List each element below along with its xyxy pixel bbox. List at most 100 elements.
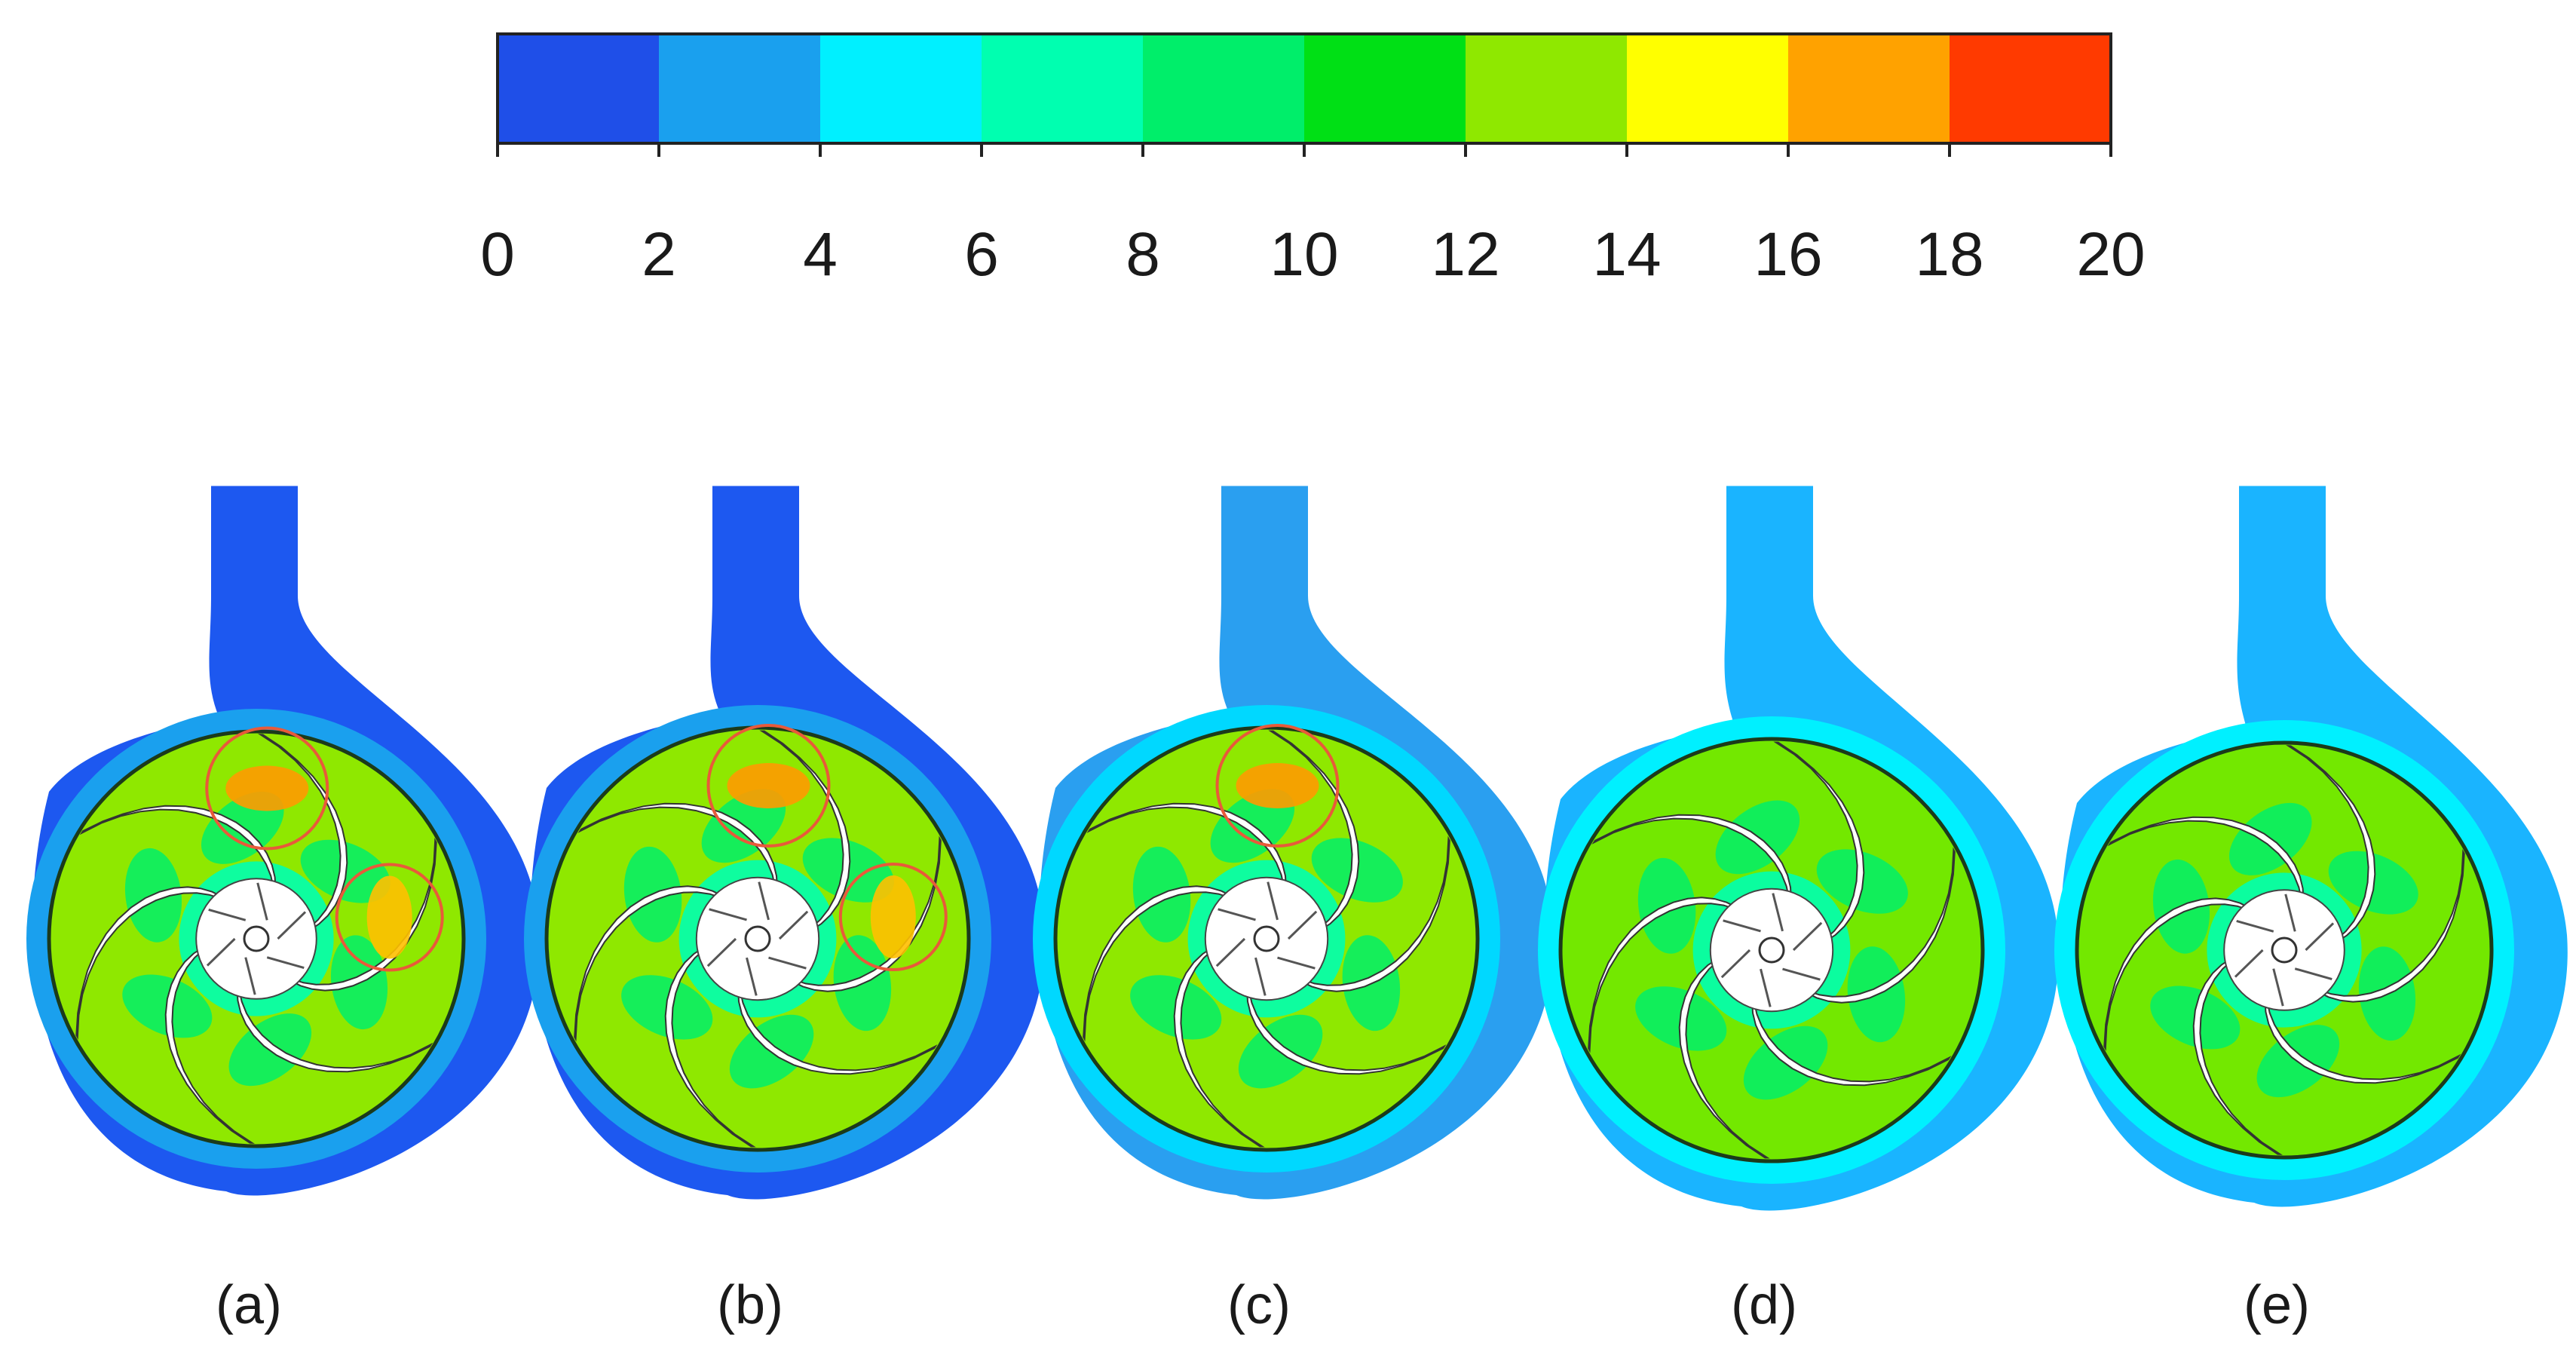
hub-vane: [208, 909, 247, 921]
hub-vane: [1287, 910, 1318, 940]
hub-vane: [778, 910, 809, 940]
shaft: [243, 925, 270, 952]
impeller-blade: [759, 730, 851, 932]
panel-label: (a): [216, 1275, 282, 1335]
impeller-blade: [164, 946, 255, 1144]
pump-panel: (a): [26, 482, 540, 1335]
impeller-blade: [2103, 897, 2252, 1052]
impeller-blade: [2286, 745, 2376, 943]
highlight-circle: [335, 863, 444, 972]
hub-vane: [266, 956, 305, 969]
highlight-circle: [838, 863, 948, 971]
colorbar-tick-label: 0: [480, 220, 515, 289]
colorbar-tick-label: 16: [1754, 220, 1822, 289]
highlight-circle: [1215, 724, 1340, 848]
highlight-circle: [205, 726, 329, 851]
hub-vane: [758, 881, 770, 921]
hub-vane: [1267, 881, 1279, 921]
hub-vane: [1720, 949, 1751, 979]
hub-vane: [2294, 967, 2332, 980]
impeller-blade: [79, 805, 277, 891]
hub-vane: [244, 957, 256, 995]
colorbar-tick-label: 4: [803, 220, 838, 289]
colorbar-segment: [1950, 34, 2112, 143]
hub-vane: [2305, 922, 2335, 952]
hub-vane: [1277, 956, 1316, 970]
pump-panel: (b): [524, 482, 1045, 1335]
hub-vane: [1218, 908, 1256, 921]
impeller-blade: [236, 987, 433, 1073]
impeller-blade: [1751, 1000, 1952, 1087]
hub-vane: [206, 937, 236, 967]
impeller-blade: [75, 886, 224, 1041]
colorbar-tick-label: 14: [1592, 220, 1661, 289]
impeller-blade: [1804, 847, 1956, 1004]
impeller-blade: [1588, 897, 1739, 1053]
high-velocity-spot: [225, 765, 309, 811]
high-velocity-spot: [1236, 763, 1319, 808]
colorbar-segment: [1788, 34, 1950, 143]
pump-panel: (e): [2054, 482, 2568, 1335]
highlight-circle: [706, 724, 831, 848]
colorbar-segment: [1466, 34, 1628, 143]
colorbar: 0 2 4 6 8 10 12 14 16 18 20: [480, 32, 2146, 289]
impeller-blade: [790, 835, 942, 992]
impeller-blade: [577, 802, 778, 889]
shaft: [1253, 925, 1280, 952]
colorbar-tick-label: 20: [2076, 220, 2145, 289]
impeller-blade: [1591, 814, 1792, 900]
pump-panel: (d): [1538, 482, 2059, 1335]
hub-vane: [1723, 919, 1761, 933]
impeller-blade: [664, 946, 756, 1148]
shaft: [744, 925, 771, 952]
colorbar-tick-label: 2: [642, 220, 676, 289]
hub-vane: [2234, 949, 2264, 978]
colorbar-segment: [1627, 34, 1789, 143]
shaft: [1758, 936, 1785, 964]
hub-vane: [2236, 920, 2274, 933]
impeller-blade: [1268, 730, 1360, 932]
hub-vane: [256, 882, 268, 921]
colorbar-tick-label: 8: [1126, 220, 1160, 289]
impeller-blade: [289, 837, 437, 992]
impeller-blade: [2192, 957, 2283, 1155]
hub-vane: [1760, 968, 1772, 1007]
impeller-blade: [737, 989, 938, 1075]
impeller-blade: [1299, 835, 1450, 992]
hub-vane: [768, 956, 807, 970]
shaft: [2271, 936, 2298, 964]
impeller-blade: [1678, 957, 1770, 1159]
colorbar-segment: [982, 34, 1144, 143]
colorbar-segment: [820, 34, 982, 143]
panel-label: (d): [1731, 1275, 1797, 1335]
hub-vane: [277, 911, 307, 940]
hub-vane: [1215, 937, 1246, 967]
colorbar-segment: [659, 34, 821, 143]
impeller-blade: [1173, 946, 1265, 1148]
hub-vane: [1254, 957, 1267, 996]
colorbar-tick-label: 10: [1270, 220, 1338, 289]
colorbar-tick-label: 6: [964, 220, 999, 289]
hub-vane: [2272, 968, 2284, 1007]
impeller-blade: [574, 885, 725, 1042]
hub-vane: [1792, 921, 1823, 952]
colorbar-tick-label: 12: [1431, 220, 1499, 289]
impeller-blade: [1246, 989, 1447, 1075]
hub-vane: [1772, 893, 1784, 932]
colorbar-segment: [1143, 34, 1305, 143]
hub-vane: [746, 957, 758, 996]
hub-vane: [2284, 894, 2296, 932]
high-velocity-spot: [727, 763, 810, 808]
impeller-blade: [2264, 998, 2461, 1084]
panel-label: (c): [1227, 1275, 1291, 1335]
high-velocity-spot: [366, 875, 412, 959]
panel-label: (b): [717, 1275, 783, 1335]
hub-vane: [1782, 967, 1821, 981]
panel-label: (e): [2244, 1275, 2310, 1335]
impeller-blade: [1083, 885, 1234, 1042]
high-velocity-spot: [870, 875, 916, 958]
impeller-blade: [1086, 802, 1287, 889]
colorbar-segment: [498, 34, 660, 143]
impeller-blade: [2317, 848, 2465, 1003]
